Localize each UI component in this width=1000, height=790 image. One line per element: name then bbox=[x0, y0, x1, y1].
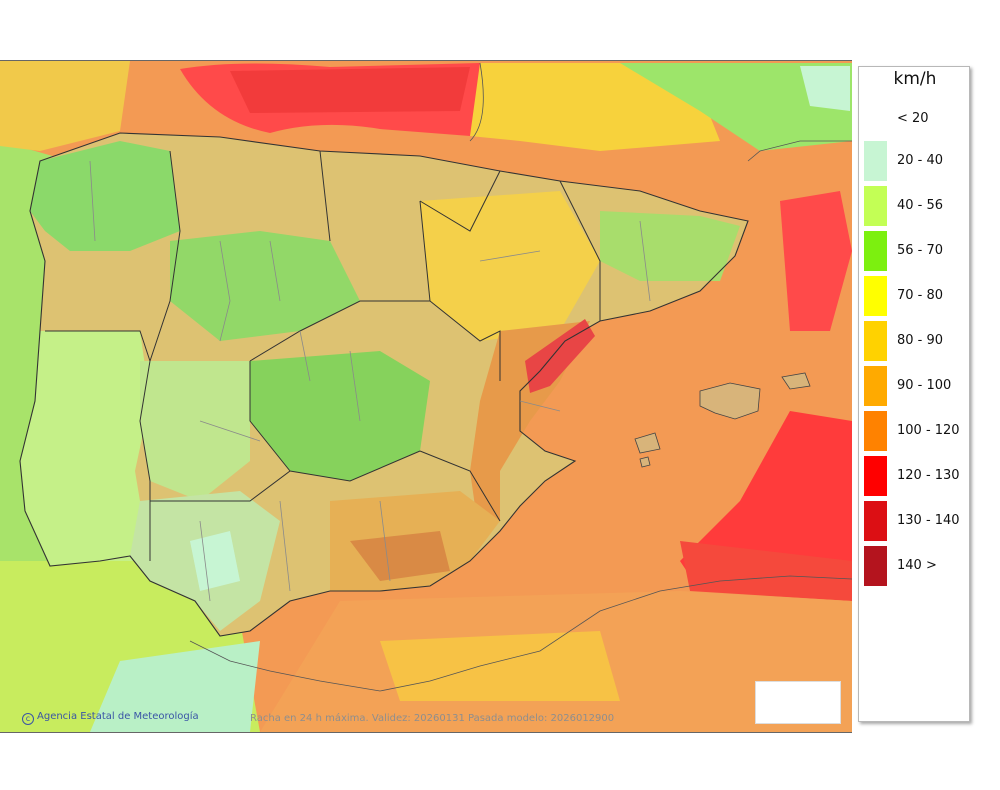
legend-item: 120 - 130 bbox=[859, 456, 971, 496]
legend-label: 130 - 140 bbox=[897, 513, 960, 528]
legend-item: 100 - 120 bbox=[859, 411, 971, 451]
copyright-icon: c bbox=[22, 713, 34, 725]
legend-panel: km/h < 20 20 - 40 40 - 56 56 - 70 70 - 8… bbox=[858, 66, 970, 722]
legend-swatch bbox=[864, 141, 887, 181]
legend-label: 100 - 120 bbox=[897, 423, 960, 438]
credit-text: Agencia Estatal de Meteorología bbox=[37, 711, 199, 722]
legend-item: 70 - 80 bbox=[859, 276, 971, 316]
legend-item: < 20 bbox=[859, 99, 971, 139]
legend-unit: km/h bbox=[893, 69, 937, 89]
legend-swatch bbox=[864, 366, 887, 406]
legend-swatch bbox=[864, 99, 887, 139]
legend-label: 140 > bbox=[897, 558, 937, 573]
legend-item: 80 - 90 bbox=[859, 321, 971, 361]
legend-label: 20 - 40 bbox=[897, 153, 944, 168]
legend-item: 20 - 40 bbox=[859, 141, 971, 181]
legend-label: 80 - 90 bbox=[897, 333, 944, 348]
legend-swatch bbox=[864, 546, 887, 586]
legend-item: 90 - 100 bbox=[859, 366, 971, 406]
credit-line: c Agencia Estatal de Meteorología bbox=[22, 711, 199, 725]
legend-swatch bbox=[864, 456, 887, 496]
legend-swatch bbox=[864, 231, 887, 271]
legend-label: 70 - 80 bbox=[897, 288, 944, 303]
legend-swatch bbox=[864, 276, 887, 316]
legend-item: 40 - 56 bbox=[859, 186, 971, 226]
legend-item: 140 > bbox=[859, 546, 971, 586]
aemet-logo bbox=[755, 681, 841, 724]
legend-item: 56 - 70 bbox=[859, 231, 971, 271]
legend-label: 56 - 70 bbox=[897, 243, 944, 258]
legend-swatch bbox=[864, 411, 887, 451]
legend-label: 90 - 100 bbox=[897, 378, 952, 393]
legend-label: 120 - 130 bbox=[897, 468, 960, 483]
legend-swatch bbox=[864, 501, 887, 541]
wind-gust-map bbox=[0, 60, 852, 733]
legend-label: < 20 bbox=[897, 111, 929, 126]
legend-label: 40 - 56 bbox=[897, 198, 944, 213]
legend-swatch bbox=[864, 186, 887, 226]
legend-item: 130 - 140 bbox=[859, 501, 971, 541]
legend-swatch bbox=[864, 321, 887, 361]
map-caption: Racha en 24 h máxima. Validez: 20260131 … bbox=[250, 713, 615, 724]
